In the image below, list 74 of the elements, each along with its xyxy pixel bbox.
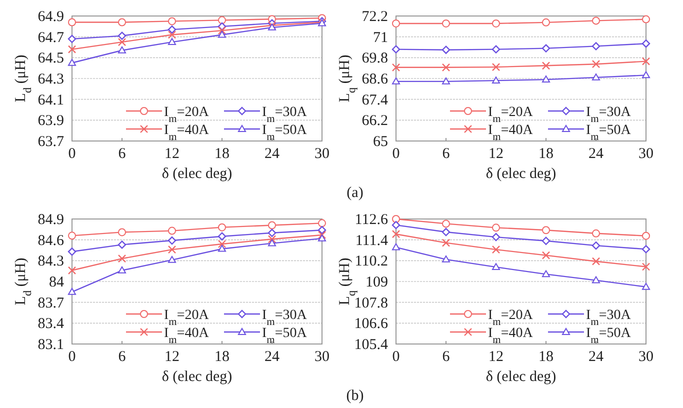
y-tick-label: 66.2: [362, 113, 388, 130]
y-tick-label: 106.6: [354, 316, 388, 332]
y-tick-label: 67.4: [362, 92, 388, 108]
x-axis-title: δ (elec deg): [162, 369, 232, 385]
y-tick-label: 65: [373, 134, 388, 150]
legend-label: I$_{m}$=30A: [262, 308, 308, 328]
text: (b): [346, 388, 364, 404]
legend-label: I$_{m}$=30A: [262, 105, 308, 124]
y-tick-label: 107.8: [354, 295, 388, 312]
x-tick-label: 0: [392, 349, 400, 365]
x-axis-title: δ (elec deg): [162, 166, 232, 182]
legend-label: I$_{m}$=30A: [586, 105, 632, 124]
y-tick-label: 64.1: [38, 92, 64, 108]
x-tick-label: 18: [538, 146, 554, 162]
x-tick-label: 0: [68, 146, 76, 162]
y-tick-label: 84.6: [38, 232, 64, 249]
legend-label: I$_{m}$=40A: [164, 326, 210, 346]
legend-label: I$_{m}$=30A: [586, 308, 632, 328]
x-tick-label: 18: [538, 349, 554, 365]
legend-label: I$_{m}$=50A: [586, 326, 632, 346]
x-tick-label: 0: [68, 349, 76, 365]
x-tick-label: 0: [392, 146, 400, 162]
legend-label: I$_{m}$=50A: [586, 123, 632, 142]
y-tick-label: 72.2: [362, 9, 388, 25]
legend-label: I$_{m}$=50A: [262, 326, 308, 346]
y-tick-label: 64.9: [38, 9, 64, 25]
x-tick-label: 12: [164, 349, 180, 365]
x-tick-label: 30: [314, 349, 330, 365]
x-tick-label: 24: [588, 146, 604, 162]
y-tick-label: 83.7: [38, 295, 64, 312]
x-tick-label: 12: [488, 146, 504, 162]
y-tick-label: 64.3: [38, 72, 64, 88]
legend-label: I$_{m}$=20A: [488, 105, 534, 124]
x-tick-label: 24: [264, 349, 280, 365]
x-tick-label: 24: [588, 349, 604, 365]
x-tick-label: 6: [118, 146, 126, 162]
text: (a): [346, 185, 364, 201]
legend-label: I$_{m}$=20A: [164, 105, 210, 124]
y-tick-label: 84.9: [38, 212, 64, 228]
legend-label: I$_{m}$=20A: [488, 308, 534, 328]
x-tick-label: 18: [214, 349, 230, 365]
x-tick-label: 30: [314, 146, 330, 162]
x-tick-label: 30: [638, 146, 654, 162]
x-tick-label: 6: [442, 349, 450, 365]
y-tick-label: 83.4: [38, 316, 64, 332]
y-tick-label: 68.6: [362, 72, 388, 88]
x-tick-label: 12: [164, 146, 180, 162]
x-tick-label: 12: [488, 349, 504, 365]
x-tick-label: 18: [214, 146, 230, 162]
y-tick-label: 64.5: [38, 50, 64, 67]
y-tick-label: 63.9: [38, 113, 64, 130]
legend-label: I$_{m}$=40A: [488, 123, 534, 142]
y-tick-label: 110.2: [354, 254, 388, 270]
x-tick-label: 6: [118, 349, 126, 365]
y-tick-label: 83.1: [38, 337, 64, 353]
legend-label: I$_{m}$=40A: [488, 326, 534, 346]
y-tick-label: 71: [373, 30, 388, 46]
x-axis-title: δ (elec deg): [486, 369, 556, 385]
x-tick-label: 30: [638, 349, 654, 365]
y-tick-label: 84.3: [38, 254, 64, 270]
legend-label: I$_{m}$=20A: [164, 308, 210, 328]
y-tick-label: 84: [49, 274, 64, 290]
y-tick-label: 112.6: [354, 212, 388, 228]
y-tick-label: 111.4: [355, 232, 388, 249]
y-tick-label: 109: [366, 274, 388, 290]
y-tick-label: 64.7: [38, 30, 64, 46]
legend-label: I$_{m}$=50A: [262, 123, 308, 142]
y-tick-label: 63.7: [38, 134, 64, 150]
x-tick-label: 6: [442, 146, 450, 162]
y-tick-label: 69.8: [362, 50, 388, 67]
y-tick-label: 105.4: [354, 337, 388, 353]
x-axis-title: δ (elec deg): [486, 166, 556, 182]
legend-label: I$_{m}$=40A: [164, 123, 210, 142]
x-tick-label: 24: [264, 146, 280, 162]
